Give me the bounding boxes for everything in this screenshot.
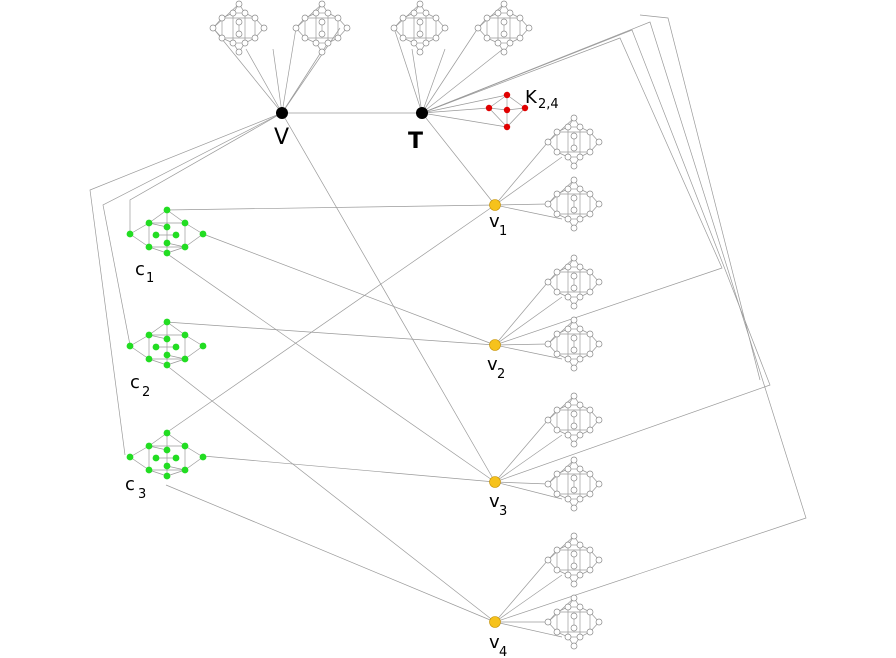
k24-node: [503, 123, 511, 131]
gadget-v3-a: [544, 392, 603, 448]
label-v4: v: [489, 632, 500, 653]
label-v1-sub: 1: [499, 224, 507, 239]
gadget-v4-b: [544, 594, 603, 650]
gadget-top-2: [292, 0, 351, 56]
gadget-top-4: [474, 0, 533, 56]
clause-gadget-c2: [126, 318, 207, 369]
k24-node: [521, 104, 529, 112]
gadget-v1-b: [544, 176, 603, 232]
label-c3: c: [125, 474, 135, 495]
label-v3: v: [489, 491, 500, 512]
hub-node-t: [416, 107, 428, 119]
k24-node: [503, 106, 511, 114]
variable-node-v4: [489, 616, 501, 628]
label-c1-sub: 1: [146, 271, 154, 286]
edges-layer: [89, 14, 807, 638]
label-v4-sub: 4: [499, 645, 507, 658]
k24-node: [485, 104, 493, 112]
gadget-top-1: [209, 0, 268, 56]
k24-subgraph: [485, 91, 529, 131]
label-v3-sub: 3: [499, 504, 507, 519]
label-k-sub: 2,4: [538, 97, 559, 112]
label-v1: v: [489, 211, 500, 232]
label-k: K: [525, 87, 538, 108]
label-c2-sub: 2: [142, 385, 150, 400]
label-c3-sub: 3: [138, 487, 146, 502]
label-v: V: [274, 125, 289, 150]
gadget-v2-a: [544, 254, 603, 310]
k24-node: [503, 91, 511, 99]
label-c2: c: [130, 372, 140, 393]
variable-node-v1: [489, 199, 501, 211]
gadget-top-3: [390, 0, 449, 56]
label-t: T: [408, 129, 423, 154]
gadget-v1-a: [544, 114, 603, 170]
hub-node-v: [276, 107, 288, 119]
gadget-v4-a: [544, 532, 603, 588]
label-c1: c: [135, 259, 145, 280]
variable-node-v3: [489, 476, 501, 488]
gadget-v3-b: [544, 456, 603, 512]
label-v2-sub: 2: [497, 367, 505, 382]
variable-node-v2: [489, 339, 501, 351]
clause-gadget-c1: [126, 206, 207, 257]
clause-gadget-c3: [126, 429, 207, 480]
label-v2: v: [487, 354, 498, 375]
